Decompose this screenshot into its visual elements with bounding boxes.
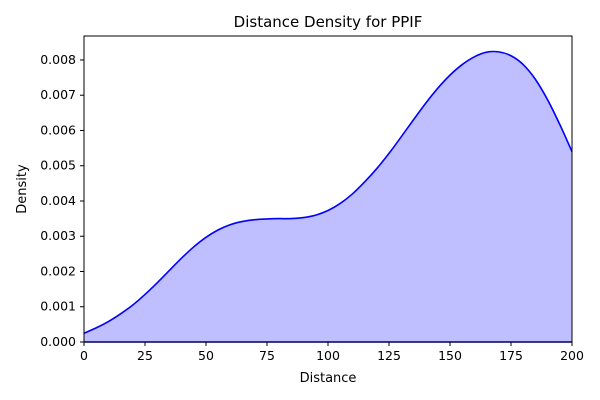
x-tick-label: 0 (80, 348, 88, 363)
y-tick-label: 0.002 (40, 263, 76, 278)
x-tick-label: 175 (499, 348, 523, 363)
x-tick-label: 100 (316, 348, 340, 363)
x-axis-label: Distance (300, 371, 357, 386)
y-tick-label: 0.005 (40, 158, 76, 173)
chart-title: Distance Density for PPIF (234, 13, 423, 31)
y-tick-label: 0.007 (40, 87, 76, 102)
x-tick-label: 200 (560, 348, 584, 363)
density-line (83, 50, 573, 334)
x-axis-ticks: 0 25 50 75 100 125 150 175 200 (80, 342, 584, 363)
x-tick-label: 50 (198, 348, 214, 363)
y-tick-label: 0.001 (40, 299, 76, 314)
x-tick-label: 75 (259, 348, 275, 363)
y-tick-label: 0.006 (40, 122, 76, 137)
y-tick-label: 0.000 (40, 334, 76, 349)
y-axis-ticks: 0.000 0.001 0.002 0.003 0.004 0.005 0.006 0.007… (40, 52, 84, 349)
x-tick-label: 150 (438, 348, 462, 363)
y-tick-label: 0.003 (40, 228, 76, 243)
y-tick-label: 0.004 (40, 193, 76, 208)
x-tick-label: 25 (137, 348, 153, 363)
density-area-fill (84, 51, 572, 342)
x-tick-label: 125 (377, 348, 401, 363)
y-axis-label: Density (15, 164, 30, 214)
y-tick-label: 0.008 (40, 52, 76, 67)
plot-area (83, 50, 573, 343)
